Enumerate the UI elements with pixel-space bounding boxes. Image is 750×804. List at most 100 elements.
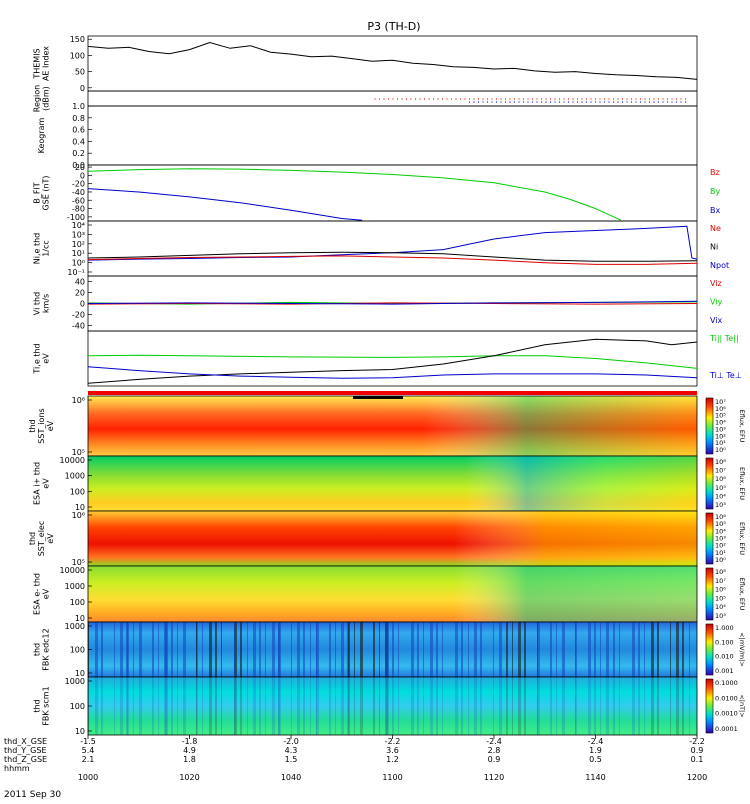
spectrogram-overlay-sst-elec [88,511,697,566]
region-dot [558,101,561,103]
spectrogram-stripe [556,677,557,735]
spectrogram-stripe [506,677,508,735]
spectrogram-stripe [360,677,363,735]
spectrogram-stripe [436,622,438,677]
region-dot [617,101,619,103]
region-dot [486,101,489,103]
panel-frame-region [87,90,698,107]
y-axis-label: thd [33,699,42,712]
x-axis-row-value: 1.5 [285,755,298,764]
region-dot [531,98,534,100]
y-tick-label: 20 [75,163,85,172]
spectrogram-stripe [165,622,168,677]
spectrogram-stripe [392,622,394,677]
y-axis-label: eV [46,533,55,544]
spectrogram-stripe [499,622,502,677]
spectrogram-stripe [638,622,640,677]
y-tick-label: 10000 [60,456,85,465]
spectrogram-stripe [265,622,266,677]
spectrogram-stripe [202,677,203,735]
series-line-temperature-2 [87,366,698,379]
spectrogram-stripe [480,677,482,735]
y-axis-label: 1/cc [42,240,51,257]
spectrogram-stripe [152,622,154,677]
spectrogram-stripe [310,677,311,735]
spectrogram-stripe [417,677,419,735]
legend-entry: By [710,187,720,196]
spectrogram-stripe [171,622,173,677]
y-tick-label: 100 [70,598,85,607]
colorbar-tick-label: 10⁸ [715,458,726,466]
colorbar-tick-label: 10⁶ [715,586,726,594]
y-tick-label: 0.2 [72,149,85,158]
y-axis-label: (dBm) [42,86,51,111]
region-dot [500,98,502,100]
spectrogram-stripe [253,677,256,735]
region-dot [603,101,606,103]
spectrogram-stripe [247,677,248,735]
y-tick-label: 0.6 [72,126,85,135]
region-dot [653,101,655,103]
region-dot [513,98,516,100]
spectrogram-stripe [398,677,399,735]
spectrogram-stripe [550,622,552,677]
spectrogram-stripe [455,677,458,735]
panel-frame-bfgm [87,164,698,222]
y-axis-label: THEMIS [33,48,42,79]
spectrogram-stripe [360,622,363,677]
colorbar-label: Eflux, EFU [738,467,746,500]
y-axis-label: eV [42,588,51,599]
region-dot [464,98,466,100]
y-tick-label: 10⁴ [72,221,85,230]
region-dot [594,98,597,100]
x-axis-row-value: 1.2 [386,755,399,764]
spectrogram-stripe [537,677,540,735]
spectrogram-stripe [537,677,538,735]
spectrogram-stripe [632,622,635,677]
region-dot [459,98,462,100]
region-dot [648,101,651,103]
y-tick-label: 50 [75,68,85,77]
y-tick-label: -20 [72,180,85,189]
y-tick-label: 100 [70,51,85,60]
spectrogram-stripe [386,677,389,735]
spectrogram-stripe [221,622,222,677]
spectrogram-stripe [562,622,565,677]
region-dot [401,98,403,100]
panel-frame-keogram [87,105,698,166]
y-axis-label: eV [42,478,51,489]
spectrogram-stripe [455,622,458,677]
region-dot [639,98,642,100]
region-dot [437,98,439,100]
burst-indicator [353,396,403,399]
colorbar-tick-label: 10³ [715,612,726,620]
panel-frame-ae [87,35,698,92]
spectrogram-stripe [480,622,482,677]
x-axis-row-value: 2.1 [82,755,95,764]
region-dot [414,98,417,100]
region-dot [396,98,399,100]
region-dot [545,98,547,100]
region-dot [621,98,624,100]
region-dot [522,98,525,100]
y-tick-label: 10⁶ [72,511,85,520]
colorbar-tick-label: 10⁰ [715,556,726,564]
spectrogram-stripe [164,677,167,735]
spectrogram-stripe [95,677,98,735]
spectrogram-stripe [594,677,596,735]
colorbar-tick-label: 10⁵ [715,594,726,602]
spectrogram-stripe [373,677,375,735]
x-axis-row-value: 0.1 [691,755,704,764]
y-tick-label: 10¹ [72,249,85,258]
y-tick-label: 0.0 [72,161,85,170]
x-axis-row-value: 0.5 [589,755,602,764]
x-axis-row-value: -1.8 [182,737,198,746]
spectrogram-stripe [518,677,521,735]
colorbar-tick-label: 0.0010 [715,710,738,718]
region-dot [680,98,682,100]
region-dot [477,98,480,100]
spectrogram-stripe [537,622,540,677]
date-label: 2011 Sep 30 [4,790,61,800]
region-dot [446,98,448,100]
